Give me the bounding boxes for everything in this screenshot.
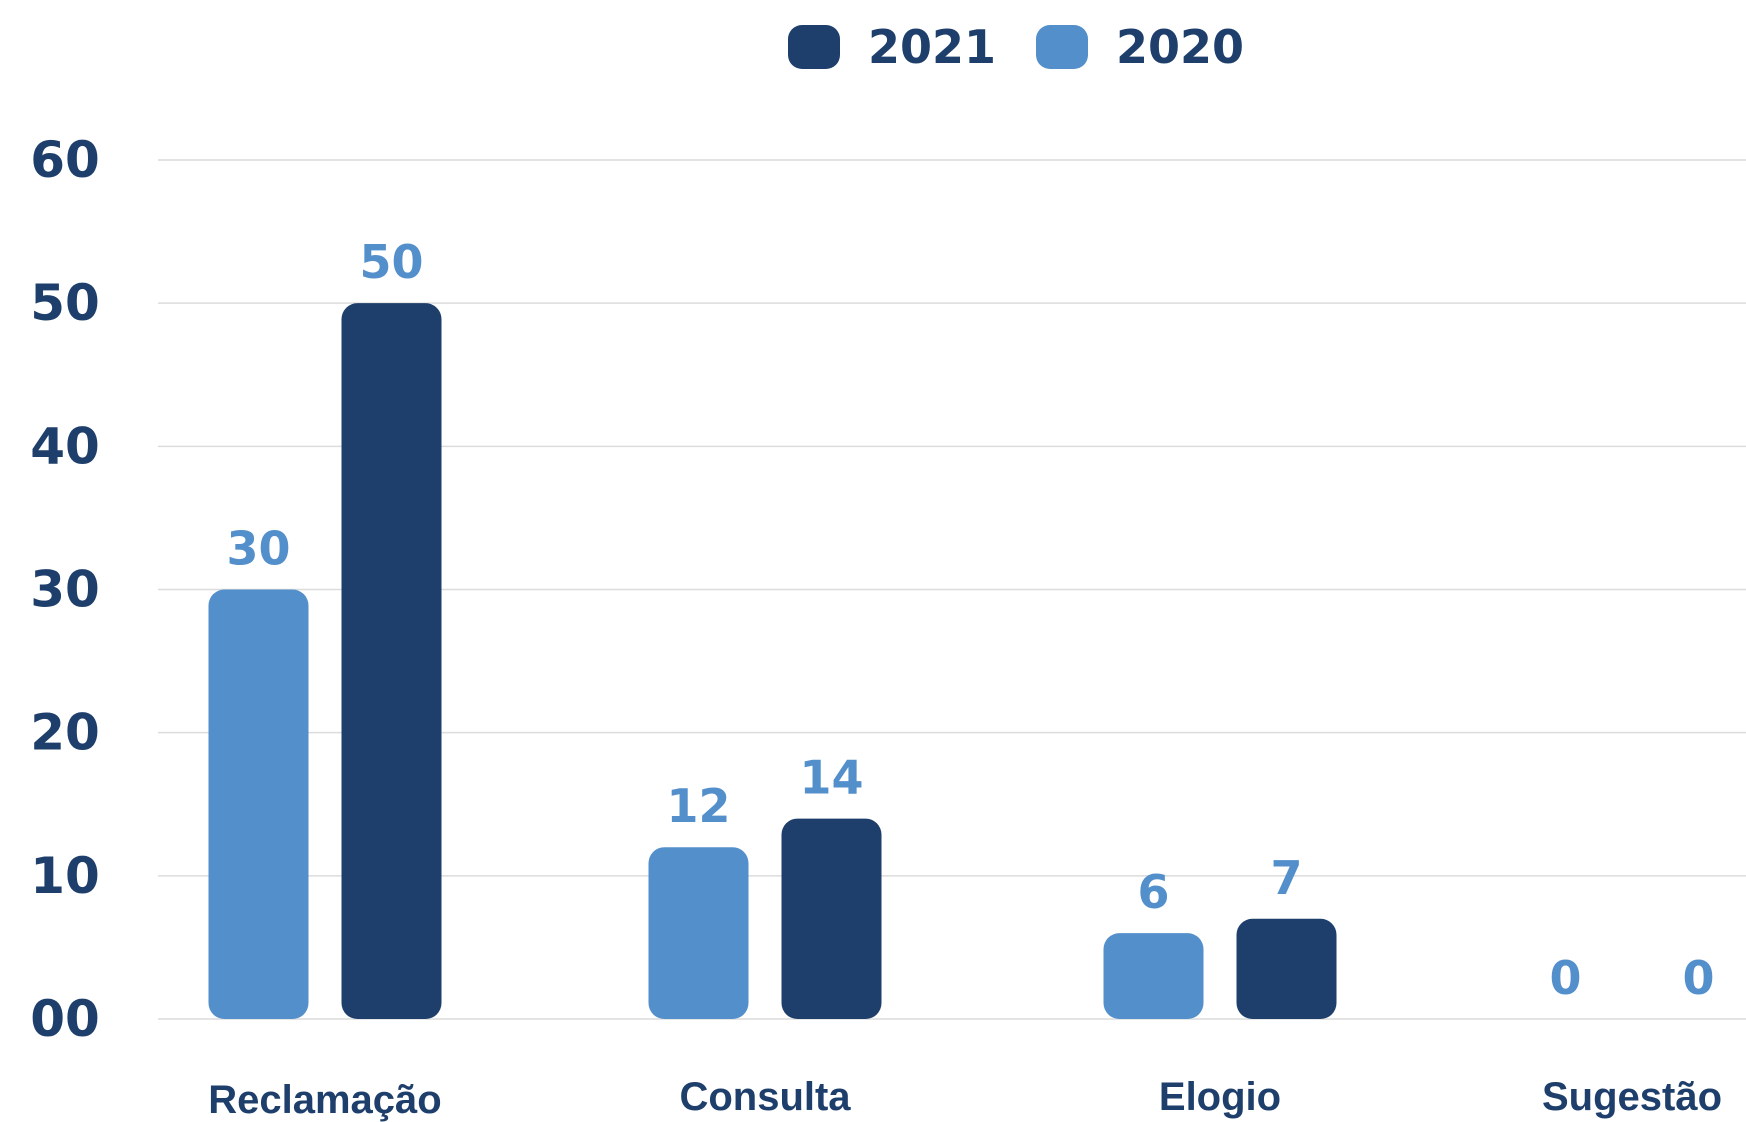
bar-2020-1 <box>648 847 749 1019</box>
data-label: 6 <box>1137 865 1169 919</box>
data-labels: 30 50 12 14 6 7 0 0 <box>226 235 1714 1005</box>
bar-2021-0 <box>341 303 442 1020</box>
data-label: 30 <box>226 522 290 576</box>
legend-swatch-2021 <box>788 25 840 69</box>
legend-label-2021: 2021 <box>868 20 996 74</box>
bar-2021-1 <box>781 818 882 1019</box>
chart-legend: 2021 2020 <box>788 20 1244 74</box>
x-tick-label: Consulta <box>679 1075 851 1119</box>
y-tick-label: 50 <box>30 274 100 332</box>
y-axis: 00 10 20 30 40 50 60 <box>30 131 100 1048</box>
data-label: 0 <box>1682 951 1714 1005</box>
x-axis: Reclamação Consulta Elogio Sugestão <box>208 1075 1722 1122</box>
data-label: 12 <box>666 779 730 833</box>
data-label: 7 <box>1270 851 1302 905</box>
y-tick-label: 10 <box>30 847 100 905</box>
y-tick-label: 00 <box>30 990 100 1048</box>
bars <box>208 303 1337 1020</box>
bar-2020-0 <box>208 589 309 1019</box>
y-tick-label: 20 <box>30 704 100 762</box>
x-tick-label: Sugestão <box>1542 1075 1722 1119</box>
legend-label-2020: 2020 <box>1116 20 1244 74</box>
y-tick-label: 40 <box>30 417 100 475</box>
y-tick-label: 30 <box>30 561 100 619</box>
legend-swatch-2020 <box>1036 25 1088 69</box>
x-tick-label: Elogio <box>1159 1075 1281 1119</box>
data-label: 50 <box>359 235 423 289</box>
bar-2021-2 <box>1236 918 1337 1019</box>
bar-2020-2 <box>1103 933 1204 1019</box>
data-label: 0 <box>1549 951 1581 1005</box>
data-label: 14 <box>799 751 863 805</box>
x-tick-label: Reclamação <box>208 1078 441 1122</box>
y-tick-label: 60 <box>30 131 100 189</box>
